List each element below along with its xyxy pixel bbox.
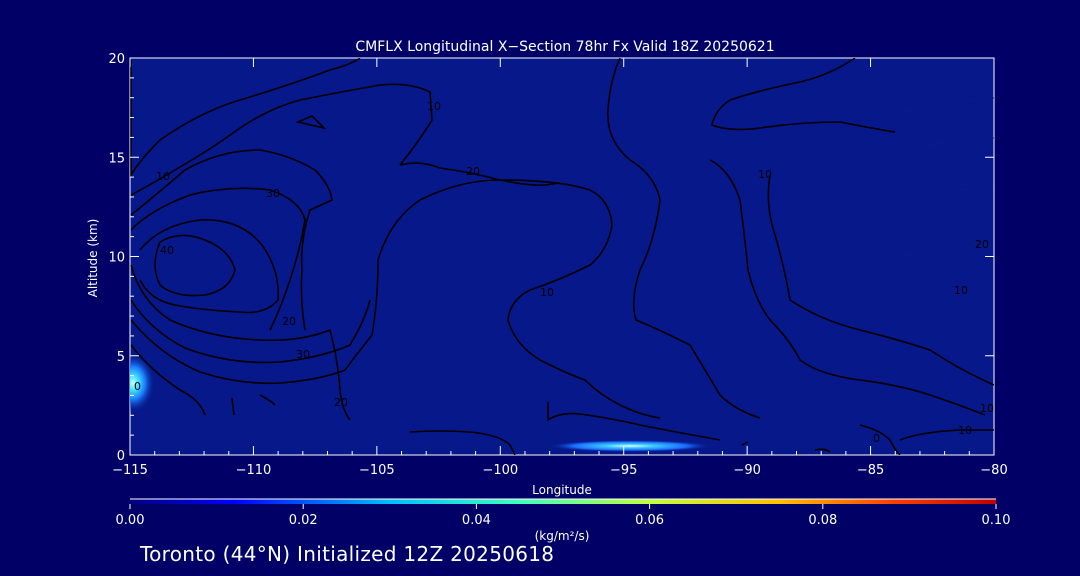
x-tick-label: −100 <box>482 463 518 478</box>
colorbar-ticks: 0.00 0.02 0.04 0.06 0.08 0.10 <box>116 504 1011 528</box>
contour-label: 20 <box>975 238 989 251</box>
plot-area <box>129 57 995 456</box>
contour-line <box>130 58 361 178</box>
y-tick-label: 5 <box>117 350 125 365</box>
colorbar-label: (kg/m²/s) <box>535 529 590 543</box>
contour-label: 10 <box>980 402 994 415</box>
contour-label: 20 <box>282 315 296 328</box>
x-tick-label: −115 <box>112 463 148 478</box>
x-tick-label: −80 <box>980 463 1007 478</box>
flux-field <box>130 353 712 452</box>
contour-lines <box>130 58 994 455</box>
colorbar-tick-label: 0.00 <box>116 513 145 528</box>
contour-label: 0 <box>873 432 880 445</box>
y-tick-label: 0 <box>117 449 125 464</box>
x-tick-label: −85 <box>857 463 884 478</box>
contour-line <box>344 179 661 419</box>
contour-line <box>409 430 516 455</box>
x-tick-label: −90 <box>733 463 760 478</box>
contour-line <box>859 424 994 455</box>
y-axis: 0 5 10 15 20 <box>108 52 994 464</box>
contour-line <box>547 402 721 441</box>
contour-label: 40 <box>160 244 174 257</box>
contour-line <box>130 149 333 331</box>
x-tick-label: −110 <box>236 463 272 478</box>
contour-label: 10 <box>427 100 441 113</box>
x-axis-label: Longitude <box>532 483 592 497</box>
x-tick-label: −95 <box>610 463 637 478</box>
colorbar-tick-label: 0.04 <box>462 513 491 528</box>
y-tick-label: 15 <box>108 151 125 166</box>
contour-line <box>130 83 433 196</box>
contour-line <box>130 299 371 364</box>
y-axis-label: Altitude (km) <box>86 219 100 298</box>
contour-line <box>139 219 279 314</box>
contour-line <box>154 234 236 297</box>
colorbar-tick-label: 0.08 <box>808 513 837 528</box>
flux-maximum-west <box>130 353 155 413</box>
y-tick-label: 20 <box>108 52 125 67</box>
footer-caption: Toronto (44°N) Initialized 12Z 20250618 <box>140 542 555 566</box>
colorbar-tick-label: 0.02 <box>289 513 318 528</box>
contour-line <box>329 329 351 421</box>
contour-line <box>709 159 986 416</box>
contour-line <box>130 264 331 342</box>
contour-line-dashed <box>819 97 994 261</box>
contour-label: 10 <box>954 284 968 297</box>
contour-label: 10 <box>958 424 972 437</box>
contour-label: 30 <box>296 348 310 361</box>
colorbar <box>130 499 996 504</box>
contour-line <box>130 187 306 331</box>
chart-title: CMFLX Longitudinal X−Section 78hr Fx Val… <box>355 39 774 55</box>
contour-line <box>711 58 896 133</box>
contour-label: 10 <box>156 170 170 183</box>
contour-label: 10 <box>540 286 554 299</box>
contour-line <box>295 115 327 130</box>
contour-line <box>130 344 276 416</box>
contour-label: 0 <box>134 380 141 393</box>
contour-label: 20 <box>334 396 348 409</box>
contour-label: 20 <box>466 165 480 178</box>
contour-labels: 10 20 30 10 20 40 30 20 10 10 20 10 0 10… <box>134 100 994 445</box>
colorbar-tick-label: 0.06 <box>635 513 664 528</box>
contour-line <box>767 174 994 386</box>
x-tick-label: −105 <box>359 463 395 478</box>
x-axis: −115 −110 −105 −100 −95 −90 −85 −80 <box>112 58 1008 478</box>
contour-line <box>130 319 346 385</box>
colorbar-tick-label: 0.10 <box>982 513 1011 528</box>
contour-line <box>607 58 761 419</box>
y-tick-label: 10 <box>108 251 125 266</box>
contour-line <box>741 441 831 453</box>
flux-band-low-level <box>548 440 712 452</box>
contour-label: 30 <box>266 187 280 200</box>
contour-label: 10 <box>758 168 772 181</box>
